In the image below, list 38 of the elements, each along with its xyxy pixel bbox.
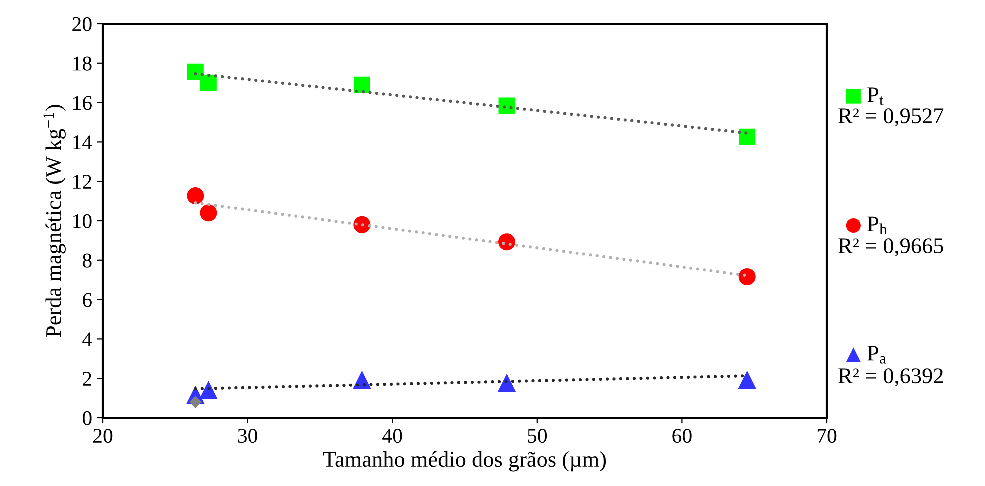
point — [738, 370, 756, 390]
point — [739, 128, 756, 146]
x-tick-label: 20 — [94, 429, 113, 444]
point — [187, 187, 204, 204]
y-tick-label: 2 — [83, 372, 92, 386]
text: R² = 0,9665 — [838, 238, 944, 257]
y-tick-label: 14 — [74, 136, 92, 150]
y-tick-label: 6 — [83, 293, 92, 308]
point — [354, 216, 371, 234]
y-tick-label: 20 — [72, 17, 92, 32]
text: R² = 0,6392 — [838, 368, 944, 387]
y-tick-label: 18 — [74, 56, 92, 71]
x-tick-label: 30 — [238, 429, 258, 444]
y-tick-label: 16 — [74, 96, 92, 110]
legend-label: P$_{h}$ — [868, 216, 888, 235]
y-axis-title: Perda magnética (W kg$^{−1}$) — [44, 105, 66, 338]
text: R² = 0,9527 — [838, 108, 944, 127]
legend-label: P$_{t}$ — [868, 88, 884, 106]
x-tick-label: 50 — [528, 429, 548, 444]
point — [200, 204, 218, 222]
point — [354, 76, 370, 94]
point — [498, 234, 516, 251]
x-tick-label: 60 — [672, 429, 692, 444]
point — [189, 396, 202, 408]
y-tick-label: 0 — [82, 411, 92, 426]
y-tick-label: 12 — [74, 175, 92, 189]
x-tick-label: 70 — [818, 429, 837, 444]
point — [498, 374, 516, 392]
y-tick-label: 4 — [82, 332, 92, 346]
point — [738, 268, 756, 286]
x-axis-title: Tamanho médio dos grãos (µm) — [323, 451, 606, 472]
legend-label: P$_{a}$ — [868, 346, 886, 364]
y-tick-label: 10 — [74, 214, 92, 228]
point — [200, 74, 217, 92]
y-tick-label: 8 — [82, 254, 92, 268]
point — [498, 98, 516, 114]
x-tick-label: 40 — [382, 429, 402, 444]
point — [200, 380, 218, 400]
